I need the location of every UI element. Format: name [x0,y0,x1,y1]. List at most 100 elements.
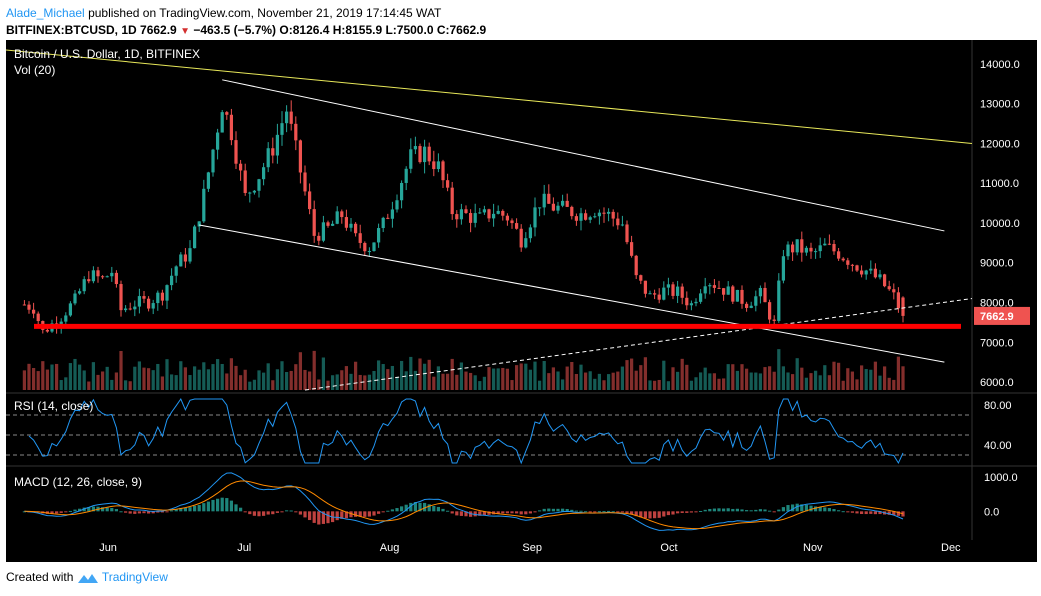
volume-bar [298,352,303,390]
volume-bar [73,358,77,390]
candle-body [73,293,77,304]
tradingview-brand[interactable]: TradingView [101,570,168,584]
macd-histogram-bar [606,510,611,512]
volume-bar [169,374,174,390]
volume-bar [50,364,54,390]
candle-body [616,218,620,226]
volume-bar [280,361,284,390]
macd-histogram-bar [188,507,192,512]
macd-histogram-bar [133,511,137,514]
candle-body [363,242,367,252]
volume-bar [712,373,717,390]
volume-bar [836,362,841,390]
macd-histogram-bar [128,511,132,514]
candle-body [31,309,36,314]
volume-bar [464,371,468,390]
candle-body [455,214,459,220]
price-chart-svg[interactable]: 14000.0 13000.0 12000.0 11000.0 10000.0 9000.… [6,40,1037,562]
volume-bar [266,363,270,390]
candle-body [261,167,266,180]
macd-histogram-bar [634,511,638,517]
macd-histogram-bar [50,511,54,514]
macd-histogram-bar [358,511,362,517]
macd-histogram-bar [611,511,615,513]
macd-histogram-bar [307,511,312,521]
candle-body [823,243,827,246]
macd-histogram-bar [110,507,114,512]
macd-histogram-bar [344,511,349,519]
macd-histogram-bar [257,511,261,517]
volume-bar [137,361,142,390]
macd-histogram-bar [735,508,740,512]
volume-bar [211,364,215,390]
candle-body [91,270,96,282]
candle-body [869,268,873,271]
candle-body [735,289,740,302]
volume-bar [551,367,556,390]
time-axis-label: Nov [803,542,823,554]
volume-bar [832,361,836,390]
volume-bar [427,359,431,390]
candle-body [114,272,119,285]
candle-body [252,190,257,193]
macd-histogram-bar [386,510,390,512]
macd-histogram-bar [551,508,556,512]
time-axis-label: Jun [99,542,117,554]
candle-body [321,222,326,241]
candle-body [280,123,284,135]
candle-body [404,168,408,183]
candle-body [165,285,169,301]
volume-bar [648,380,652,390]
macd-histogram-bar [215,498,220,512]
candle-body [639,275,643,281]
macd-histogram-bar [850,511,855,513]
macd-histogram-bar [422,502,427,512]
macd-line [24,472,904,531]
time-axis-label: Jul [237,542,251,554]
volume-bar [611,372,615,390]
candle-body [542,193,546,208]
author-link[interactable]: Alade_Michael [6,6,85,20]
volume-bar [873,361,878,390]
time-axis-label: Aug [380,542,400,554]
candle-body [418,146,422,163]
candle-body [804,247,809,253]
volume-bar [735,370,740,390]
macd-histogram-bar [298,511,303,515]
macd-histogram-bar [482,511,487,516]
macd-histogram-bar [749,510,753,512]
volume-bar [215,359,220,390]
volume-bar [560,379,565,390]
candle-body [123,308,128,311]
macd-histogram-bar [100,507,105,512]
volume-bar [307,371,312,390]
candle-body [464,209,468,214]
chart-area[interactable]: 14000.0 13000.0 12000.0 11000.0 10000.0 9000.… [6,40,1037,562]
macd-histogram-bar [859,511,864,515]
macd-histogram-bar [763,509,767,512]
candle-body [625,224,629,243]
macd-histogram-bar [643,511,648,519]
macd-histogram-bar [689,511,694,513]
candle-body [583,213,588,220]
volume-bar [809,373,813,390]
volume-bar [758,373,763,390]
candle-body [827,243,832,245]
candle-body [873,268,878,278]
macd-histogram-bar [800,504,804,512]
macd-histogram-bar [652,511,657,519]
volume-bars [22,349,905,390]
candle-body [142,296,146,299]
macd-histogram-bar [869,511,873,514]
candle-body [340,211,344,218]
candle-body [238,163,243,171]
time-axis-label: Dec [941,542,961,554]
price-axis-label: 8000.0 [980,298,1014,310]
macd-histogram-bar [514,511,519,514]
candle-body [312,209,316,236]
volume-bar [257,370,261,390]
candle-body [813,251,818,253]
candle-body [468,213,473,223]
grid-lines [6,40,1037,540]
macd-histogram-bar [326,511,330,524]
